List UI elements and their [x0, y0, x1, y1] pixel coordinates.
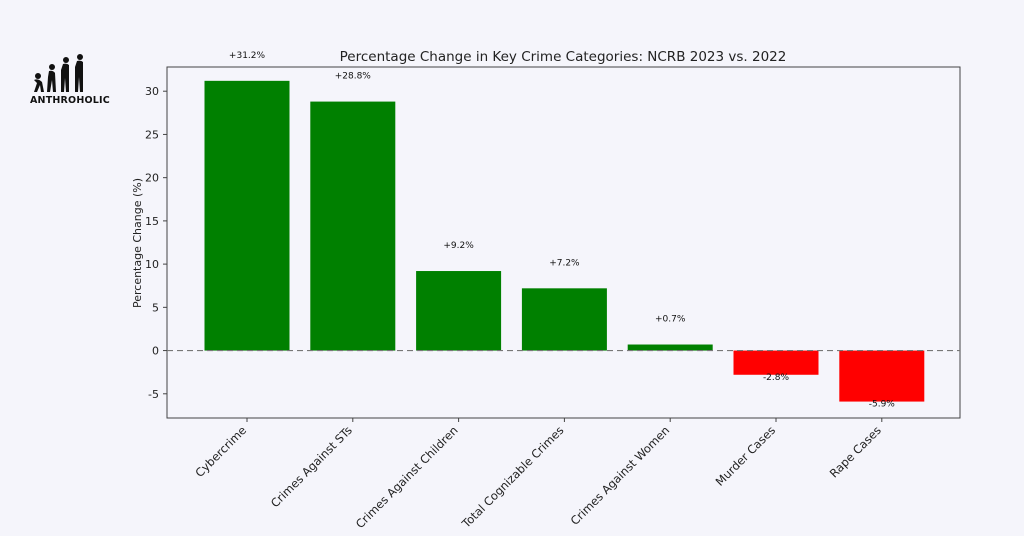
- x-tick-label: Murder Cases: [713, 423, 779, 489]
- x-tick-label: Crimes Against Children: [353, 423, 461, 531]
- bars: [204, 80, 925, 402]
- x-tick-label: Rape Cases: [827, 423, 884, 480]
- y-tick-label: 20: [145, 172, 159, 185]
- y-axis-title: Percentage Change (%): [131, 178, 144, 308]
- bar-murder-cases: [733, 350, 819, 375]
- chart-title: Percentage Change in Key Crime Categorie…: [340, 49, 787, 65]
- x-tick-label: Crimes Against Women: [568, 423, 673, 528]
- data-label: +9.2%: [443, 241, 474, 251]
- data-label: -5.9%: [869, 400, 896, 410]
- data-label: -2.8%: [763, 373, 790, 383]
- bar-total-cognizable-crimes: [521, 288, 607, 351]
- x-tick-label: Total Cognizable Crimes: [458, 423, 566, 531]
- bar-crimes-against-women: [627, 344, 713, 351]
- y-tick-label: 30: [145, 85, 159, 98]
- bar-rape-cases: [839, 350, 925, 402]
- data-label: +7.2%: [549, 258, 580, 268]
- bar-cybercrime: [204, 80, 290, 351]
- y-tick-label: -5: [148, 388, 159, 401]
- bar-crimes-against-children: [416, 271, 502, 351]
- bar-crimes-against-sts: [310, 101, 396, 351]
- x-tick-label: Cybercrime: [192, 423, 249, 480]
- data-label: +0.7%: [655, 315, 686, 325]
- logo-icon: [34, 54, 83, 92]
- plot-area: [166, 66, 961, 419]
- y-tick-label: 10: [145, 258, 159, 271]
- y-tick-label: 5: [152, 301, 159, 314]
- data-label: +31.2%: [229, 51, 266, 61]
- y-tick-label: 0: [152, 345, 159, 358]
- x-tick-label: Crimes Against STs: [268, 423, 355, 510]
- y-tick-label: 25: [145, 128, 159, 141]
- brand-name: ANTHROHOLIC: [30, 95, 110, 106]
- data-label: +28.8%: [335, 72, 372, 82]
- y-axis: -5 0 5 10 15 20 25 30: [145, 85, 167, 401]
- data-labels: +31.2% +28.8% +9.2% +7.2% +0.7% -2.8% -5.9%: [229, 51, 895, 410]
- y-tick-label: 15: [145, 215, 159, 228]
